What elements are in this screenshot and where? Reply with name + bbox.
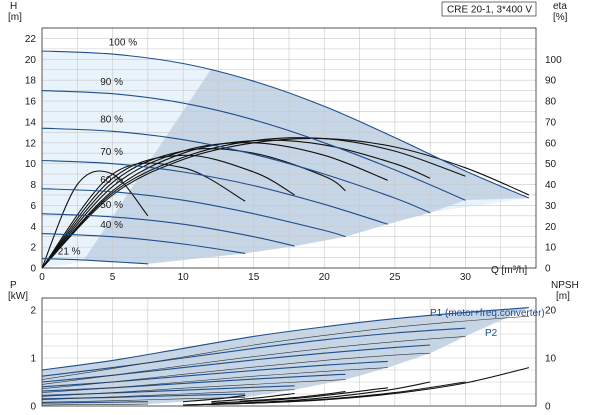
eta-tick-label: 10 xyxy=(545,243,557,254)
head-tick-label: 14 xyxy=(25,117,37,128)
model-label: CRE 20-1, 3*400 V xyxy=(447,5,532,16)
p1-curve-90pct xyxy=(41,327,466,377)
power-tick-label: 1 xyxy=(30,354,36,365)
flow-tick-label: 15 xyxy=(248,272,260,283)
eta-tick-label: 40 xyxy=(545,180,557,191)
eta-tick-label: 100 xyxy=(545,55,562,66)
head-tick-label: 18 xyxy=(25,76,37,87)
eta-tick-label: 60 xyxy=(545,138,557,149)
head-tick-labels: 0 5 10 15 20 25 30 0 2 4 6 8 10 12 14 16 18 20 22 0 10 20 30 40… xyxy=(25,34,562,283)
head-tick-label: 4 xyxy=(30,222,36,233)
head-curve-60pct xyxy=(41,188,346,238)
npsh-tick-label: 0 xyxy=(545,402,551,413)
eta-tick-label: 30 xyxy=(545,201,557,212)
speed-labels: 100 % 90 % 80 % 70 % 60 % 50 % 40 % 21 % xyxy=(58,37,137,257)
npsh-curve-80pct xyxy=(211,381,431,405)
npsh-axis-symbol: NPSH xyxy=(551,280,579,291)
eta-tick-label: 0 xyxy=(545,264,551,275)
eta-tick-label: 50 xyxy=(545,159,557,170)
speed-label-100pct: 100 % xyxy=(109,37,137,48)
head-curve-21pct xyxy=(41,258,148,265)
speed-label-40pct: 40 % xyxy=(100,220,123,231)
flow-tick-label: 25 xyxy=(389,272,401,283)
eta-curve-40pct xyxy=(41,162,246,269)
head-tick-label: 6 xyxy=(30,201,36,212)
npsh-curve-60pct xyxy=(239,391,346,402)
head-tick-label: 10 xyxy=(25,159,37,170)
speed-label-50pct: 50 % xyxy=(100,200,123,211)
head-axis-unit: [m] xyxy=(8,12,22,23)
head-tick-label: 0 xyxy=(30,264,36,275)
head-curve-100pct xyxy=(41,50,530,199)
head-curve-70pct xyxy=(41,159,388,225)
eta-tick-label: 90 xyxy=(545,76,557,87)
head-curve-40pct xyxy=(41,233,246,254)
speed-label-80pct: 80 % xyxy=(100,114,123,125)
head-plot-frame xyxy=(41,27,537,269)
p2-curve-21pct xyxy=(41,403,148,406)
npsh-curve-50pct xyxy=(211,392,295,403)
head-tick-label: 2 xyxy=(30,243,36,254)
efficiency-curves xyxy=(41,137,530,269)
p2-curve-100pct xyxy=(41,315,529,380)
head-tick-label: 12 xyxy=(25,138,37,149)
p2-curve-70pct xyxy=(41,367,388,393)
speed-label-60pct: 60 % xyxy=(100,175,123,186)
npsh-tick-label: 10 xyxy=(545,354,557,365)
p2-curve-40pct xyxy=(41,397,246,403)
eta-tick-label: 80 xyxy=(545,97,557,108)
eta-curve-80pct xyxy=(41,139,431,269)
speed-label-21pct: 21 % xyxy=(58,246,81,257)
power-axis-unit: [kW] xyxy=(8,291,28,302)
eta-tick-label: 70 xyxy=(545,117,557,128)
speed-label-90pct: 90 % xyxy=(100,77,123,88)
eta-curve-100pct xyxy=(41,137,530,269)
power-axis-symbol: P xyxy=(10,280,17,291)
head-tick-label: 22 xyxy=(25,34,37,45)
p1-series-label: P1 (motor+freq.converter) xyxy=(430,308,545,319)
npsh-axis-unit: [m] xyxy=(556,291,570,302)
flow-tick-label: 5 xyxy=(110,272,116,283)
flow-tick-label: 30 xyxy=(460,272,472,283)
power-tick-label: 0 xyxy=(30,402,36,413)
speed-label-70pct: 70 % xyxy=(100,147,123,158)
head-tick-label: 16 xyxy=(25,97,37,108)
npsh-curve-70pct xyxy=(211,387,388,404)
head-tick-label: 20 xyxy=(25,55,37,66)
flow-tick-label: 10 xyxy=(178,272,190,283)
p1-curve-21pct xyxy=(41,401,148,404)
npsh-tick-label: 20 xyxy=(545,306,557,317)
head-axis-symbol: H xyxy=(10,1,17,12)
head-curve-80pct xyxy=(41,127,431,214)
eta-tick-label: 20 xyxy=(545,222,557,233)
p1-curve-100pct xyxy=(41,307,529,371)
head-curve-50pct xyxy=(41,213,295,247)
eta-axis-unit: [%] xyxy=(553,12,568,23)
p2-curve-50pct xyxy=(41,389,295,401)
npsh-curves xyxy=(183,367,530,406)
eta-curve-60pct xyxy=(41,148,346,269)
p1-curve-40pct xyxy=(41,393,246,400)
p2-curve-80pct xyxy=(41,352,431,389)
npsh-curve-40pct xyxy=(183,394,246,403)
head-tick-label: 8 xyxy=(30,180,36,191)
head-chart: 0 5 10 15 20 25 30 0 2 4 6 8 10 12 14 16 18 20 22 0 10 20 30 40… xyxy=(8,1,568,283)
p2-curve-60pct xyxy=(41,379,346,397)
power-curves xyxy=(41,307,529,406)
eta-axis-symbol: eta xyxy=(553,1,567,12)
head-curve-90pct xyxy=(41,90,466,201)
power-plot-frame xyxy=(41,297,537,407)
p2-series-label: P2 xyxy=(485,328,498,339)
flow-tick-label: 0 xyxy=(39,272,45,283)
head-curves xyxy=(41,50,530,265)
p2-curve-90pct xyxy=(41,336,466,385)
model-label-box xyxy=(441,1,537,17)
flow-tick-label: 20 xyxy=(319,272,331,283)
power-tick-label: 2 xyxy=(30,306,36,317)
head-operating-area-shaded xyxy=(84,68,529,264)
flow-axis-label: Q [m³/h] xyxy=(491,265,527,276)
